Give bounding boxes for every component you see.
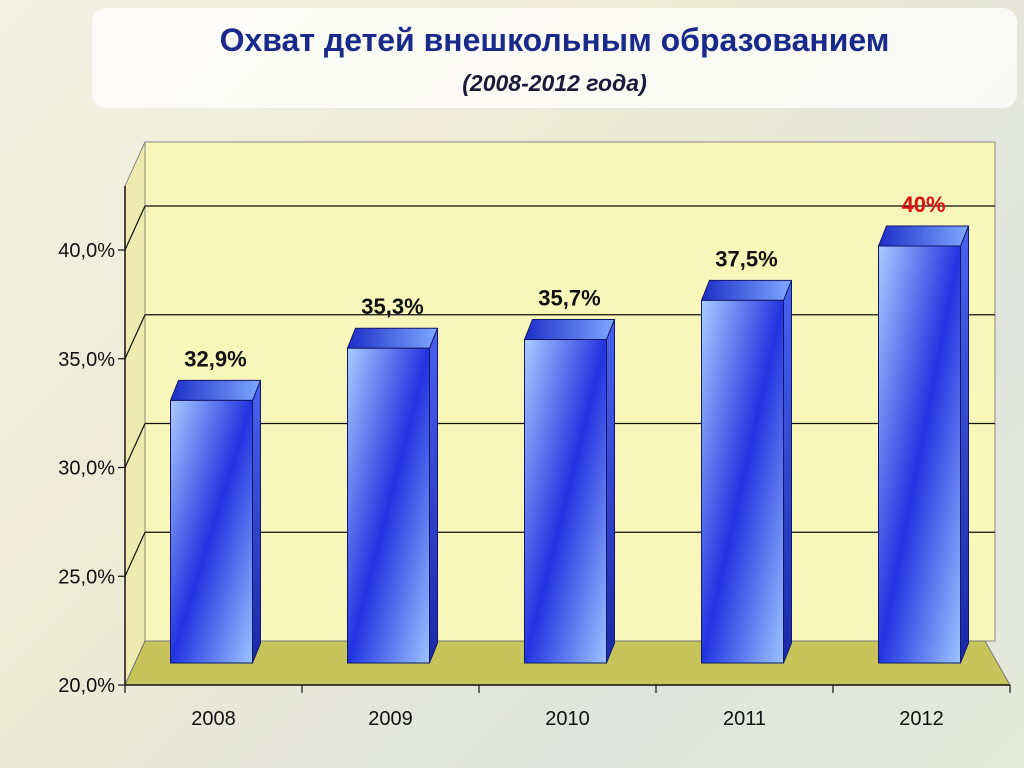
bar-top-2009 xyxy=(346,327,439,349)
data-label-2009: 35,3% xyxy=(361,294,423,319)
y-tick-label: 30,0% xyxy=(58,458,115,480)
bar-front-2010 xyxy=(524,339,607,664)
bar-front-2012 xyxy=(878,245,961,664)
y-tick-label: 25,0% xyxy=(58,566,115,588)
gridline-side xyxy=(124,423,146,468)
bar-2008 xyxy=(169,379,262,664)
bar-front-2008 xyxy=(170,399,253,664)
bar-top-2012 xyxy=(877,225,970,247)
bar-2012 xyxy=(877,225,970,664)
gridline-side xyxy=(124,205,146,251)
bar-side-2012 xyxy=(960,225,969,664)
x-tick-label-2012: 2012 xyxy=(899,708,944,730)
bar-side-2010 xyxy=(606,319,615,664)
bar-front-2011 xyxy=(701,299,784,664)
gridline-side xyxy=(124,314,146,359)
bar-top-2008 xyxy=(169,379,262,401)
x-tick-label-2009: 2009 xyxy=(368,708,413,730)
y-tick-label: 40,0% xyxy=(58,240,115,262)
x-tick-label-2010: 2010 xyxy=(545,708,590,730)
bar-side-2009 xyxy=(429,328,438,664)
chart-title: Охват детей внешкольным образованием xyxy=(219,22,890,58)
bar-2009 xyxy=(346,327,439,664)
side-wall xyxy=(124,141,146,686)
bar-side-2011 xyxy=(783,280,792,664)
data-label-2011: 37,5% xyxy=(715,246,777,271)
bar-2011 xyxy=(700,279,793,664)
data-label-2010: 35,7% xyxy=(538,286,600,311)
bar-front-2009 xyxy=(347,347,430,664)
x-tick-label-2008: 2008 xyxy=(191,708,236,730)
x-tick-label-2011: 2011 xyxy=(723,708,766,730)
bar-2010 xyxy=(523,319,616,664)
bar-top-2010 xyxy=(523,319,616,341)
bar-side-2008 xyxy=(252,380,261,664)
data-label-2008: 32,9% xyxy=(184,346,246,371)
bar-top-2011 xyxy=(700,279,793,301)
y-tick-label: 35,0% xyxy=(58,349,115,371)
title-panel xyxy=(92,8,1017,108)
data-label-2012: 40% xyxy=(901,192,945,217)
y-tick-label: 20,0% xyxy=(58,675,115,697)
gridline-side xyxy=(124,532,146,577)
chart-subtitle: (2008-2012 года) xyxy=(462,70,647,96)
